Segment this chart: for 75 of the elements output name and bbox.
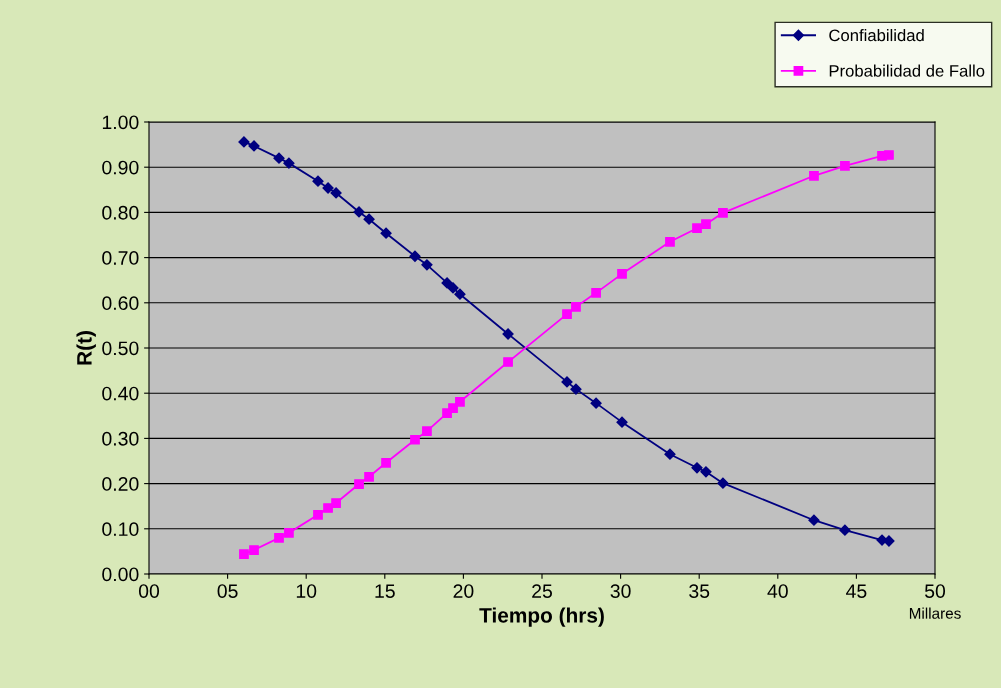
point	[239, 549, 249, 559]
point	[312, 175, 324, 187]
point	[409, 250, 421, 262]
x-tick-label: 45	[846, 584, 867, 598]
point	[571, 302, 581, 312]
point	[330, 187, 342, 199]
point	[840, 160, 850, 171]
point	[364, 471, 374, 482]
point	[700, 466, 712, 478]
point	[570, 383, 582, 395]
point	[441, 277, 453, 289]
x-tick-label: 00	[138, 584, 160, 598]
x-tick-label: 40	[767, 584, 788, 598]
y-tick-label: 0.80	[102, 205, 139, 220]
point	[455, 396, 465, 407]
point	[664, 448, 676, 460]
point	[839, 524, 851, 536]
point	[665, 236, 675, 247]
point	[809, 170, 819, 181]
text: Millares	[909, 607, 961, 619]
y-tick-label: 0.10	[102, 522, 139, 537]
y-tick-label: 0.20	[102, 477, 139, 491]
point	[691, 462, 703, 474]
legend-label: Probabilidad de Fallo	[829, 64, 985, 77]
legend-label: Confiabilidad	[829, 29, 924, 42]
point	[274, 532, 284, 543]
point	[283, 157, 295, 169]
point	[590, 397, 602, 409]
point	[717, 477, 729, 489]
y-tick-label: 0.90	[102, 160, 139, 175]
point	[323, 503, 333, 513]
point	[354, 479, 364, 489]
y-tick-label: 0.50	[102, 341, 139, 356]
point	[616, 416, 628, 428]
point	[808, 514, 820, 526]
y-tick-label: 0.40	[102, 386, 139, 401]
point	[273, 152, 285, 164]
y-tick-label: 0.00	[102, 567, 139, 582]
point	[884, 150, 894, 160]
x-tick-label: 10	[296, 584, 317, 598]
x-tick-label: 05	[217, 584, 238, 598]
point	[381, 457, 391, 468]
point	[503, 357, 513, 367]
point	[718, 207, 728, 218]
x-tick-label: 25	[532, 584, 552, 598]
point	[331, 498, 341, 508]
point	[448, 403, 458, 413]
point	[562, 309, 572, 319]
point	[454, 288, 466, 300]
point	[701, 219, 711, 230]
y-tick-label: 0.60	[102, 296, 139, 311]
point	[249, 545, 259, 555]
y-axis-title: R(t)	[76, 331, 96, 365]
point	[238, 136, 250, 148]
point	[380, 227, 392, 239]
point	[447, 282, 459, 294]
y-tick-label: 0.70	[102, 251, 139, 265]
point	[617, 269, 627, 279]
x-axis-title: Tiempo (hrs)	[479, 607, 604, 627]
point	[561, 376, 573, 388]
x-tick-label: 15	[375, 584, 395, 598]
point	[591, 287, 601, 298]
x-tick-label: 50	[924, 584, 946, 598]
point	[422, 426, 432, 437]
point	[410, 434, 420, 445]
x-tick-label: 30	[610, 584, 631, 598]
y-tick-label: 1.00	[102, 115, 139, 130]
x-tick-label: 20	[453, 584, 474, 598]
point	[692, 223, 702, 234]
point	[313, 509, 323, 520]
y-tick-label: 0.30	[102, 431, 139, 446]
point	[284, 528, 294, 538]
point	[421, 259, 433, 271]
x-tick-label: 35	[689, 584, 710, 598]
point	[363, 213, 375, 225]
